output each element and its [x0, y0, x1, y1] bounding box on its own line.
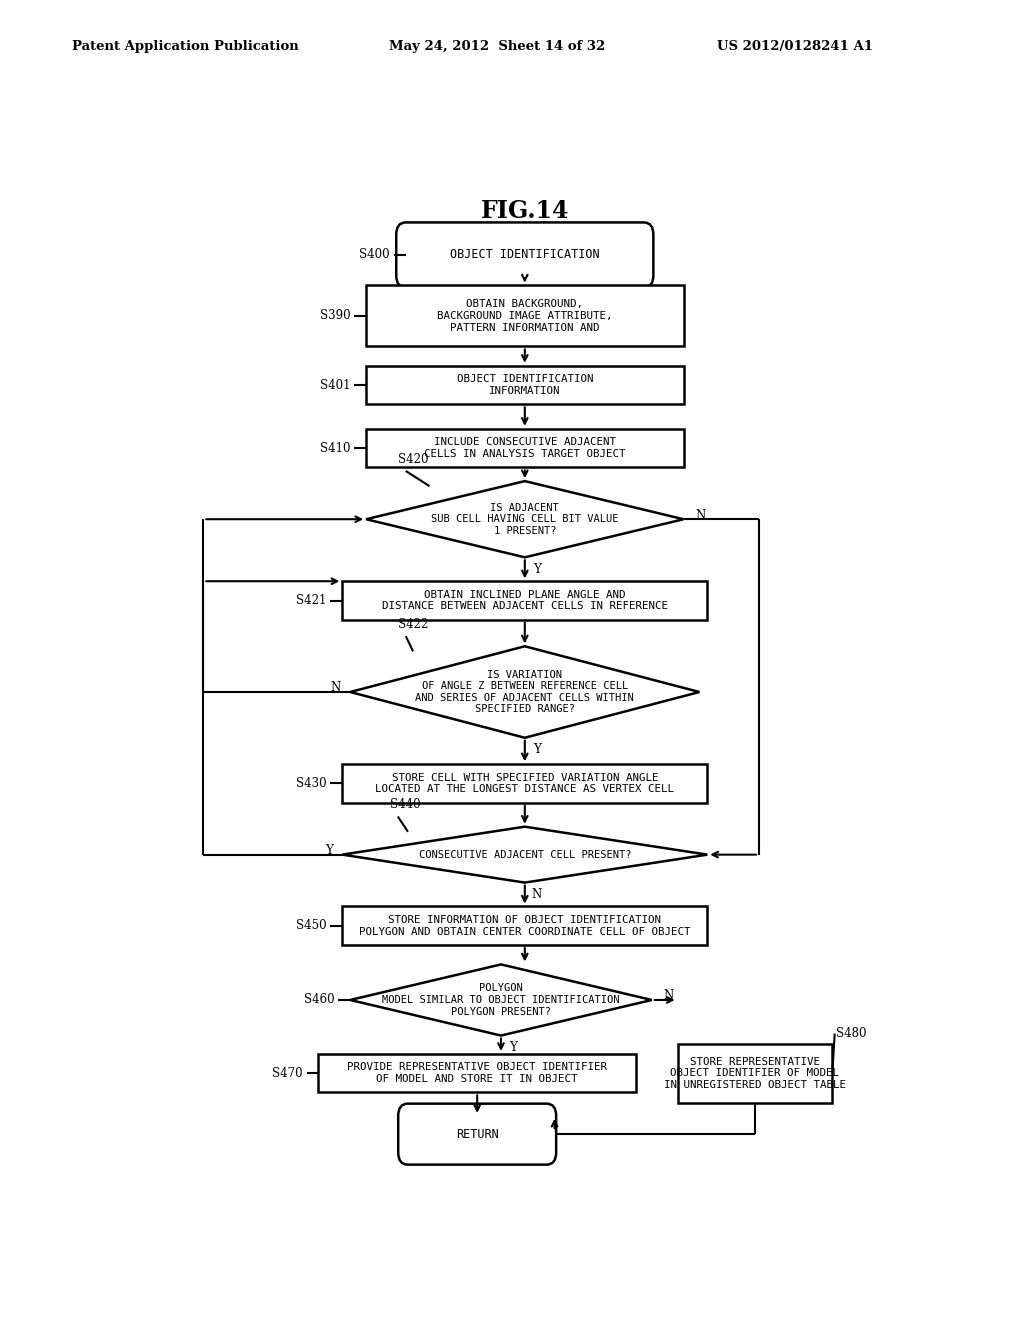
Bar [367, 285, 684, 346]
Text: RETURN: RETURN [456, 1127, 499, 1140]
Polygon shape [367, 480, 684, 557]
Text: S430: S430 [296, 777, 327, 789]
Text: S440: S440 [390, 799, 421, 812]
Text: S400: S400 [359, 248, 390, 261]
Text: OBJECT IDENTIFICATION
INFORMATION: OBJECT IDENTIFICATION INFORMATION [457, 375, 593, 396]
Bar [342, 581, 708, 620]
Text: OBTAIN INCLINED PLANE ANGLE AND
DISTANCE BETWEEN ADJACENT CELLS IN REFERENCE: OBTAIN INCLINED PLANE ANGLE AND DISTANCE… [382, 590, 668, 611]
Text: POLYGON
MODEL SIMILAR TO OBJECT IDENTIFICATION
POLYGON PRESENT?: POLYGON MODEL SIMILAR TO OBJECT IDENTIFI… [382, 983, 620, 1016]
Polygon shape [350, 965, 651, 1036]
Text: STORE INFORMATION OF OBJECT IDENTIFICATION
POLYGON AND OBTAIN CENTER COORDINATE : STORE INFORMATION OF OBJECT IDENTIFICATI… [359, 915, 690, 937]
Text: Y: Y [532, 564, 541, 576]
Text: S421: S421 [296, 594, 327, 607]
Text: N: N [664, 990, 674, 1002]
FancyBboxPatch shape [396, 223, 653, 288]
Text: Patent Application Publication: Patent Application Publication [72, 40, 298, 53]
Text: STORE CELL WITH SPECIFIED VARIATION ANGLE
LOCATED AT THE LONGEST DISTANCE AS VER: STORE CELL WITH SPECIFIED VARIATION ANGL… [376, 772, 674, 795]
Text: S410: S410 [319, 442, 350, 454]
Polygon shape [350, 647, 699, 738]
Text: OBJECT IDENTIFICATION: OBJECT IDENTIFICATION [450, 248, 600, 261]
FancyBboxPatch shape [398, 1104, 556, 1164]
Text: IS ADJACENT
SUB CELL HAVING CELL BIT VALUE
1 PRESENT?: IS ADJACENT SUB CELL HAVING CELL BIT VAL… [431, 503, 618, 536]
Bar [367, 366, 684, 404]
Text: US 2012/0128241 A1: US 2012/0128241 A1 [717, 40, 872, 53]
Text: CONSECUTIVE ADJACENT CELL PRESENT?: CONSECUTIVE ADJACENT CELL PRESENT? [419, 850, 631, 859]
Text: STORE REPRESENTATIVE
OBJECT IDENTIFIER OF MODEL
IN UNREGISTERED OBJECT TABLE: STORE REPRESENTATIVE OBJECT IDENTIFIER O… [664, 1056, 846, 1090]
Text: N: N [331, 681, 341, 694]
Text: Y: Y [325, 843, 333, 857]
Text: S401: S401 [319, 379, 350, 392]
Bar [342, 764, 708, 803]
Polygon shape [342, 826, 708, 883]
Text: PROVIDE REPRESENTATIVE OBJECT IDENTIFIER
OF MODEL AND STORE IT IN OBJECT: PROVIDE REPRESENTATIVE OBJECT IDENTIFIER… [347, 1063, 607, 1084]
Text: S420: S420 [397, 453, 428, 466]
Text: Y: Y [532, 743, 541, 756]
Text: S480: S480 [837, 1027, 866, 1040]
Text: May 24, 2012  Sheet 14 of 32: May 24, 2012 Sheet 14 of 32 [389, 40, 605, 53]
Bar [342, 907, 708, 945]
Text: Y: Y [509, 1041, 517, 1055]
Bar [678, 1044, 833, 1102]
Text: N: N [531, 888, 542, 902]
Text: N: N [695, 508, 706, 521]
Text: S470: S470 [272, 1067, 303, 1080]
Text: S390: S390 [319, 309, 350, 322]
Text: S460: S460 [304, 994, 334, 1006]
Bar [318, 1053, 636, 1093]
Text: INCLUDE CONSECUTIVE ADJACENT
CELLS IN ANALYSIS TARGET OBJECT: INCLUDE CONSECUTIVE ADJACENT CELLS IN AN… [424, 437, 626, 459]
Text: IS VARIATION
OF ANGLE Z BETWEEN REFERENCE CELL
AND SERIES OF ADJACENT CELLS WITH: IS VARIATION OF ANGLE Z BETWEEN REFERENC… [416, 669, 634, 714]
Text: FIG.14: FIG.14 [480, 199, 569, 223]
Text: OBTAIN BACKGROUND,
BACKGROUND IMAGE ATTRIBUTE,
PATTERN INFORMATION AND: OBTAIN BACKGROUND, BACKGROUND IMAGE ATTR… [437, 300, 612, 333]
Text: S450: S450 [296, 919, 327, 932]
Text: S422: S422 [397, 618, 428, 631]
Bar [367, 429, 684, 467]
